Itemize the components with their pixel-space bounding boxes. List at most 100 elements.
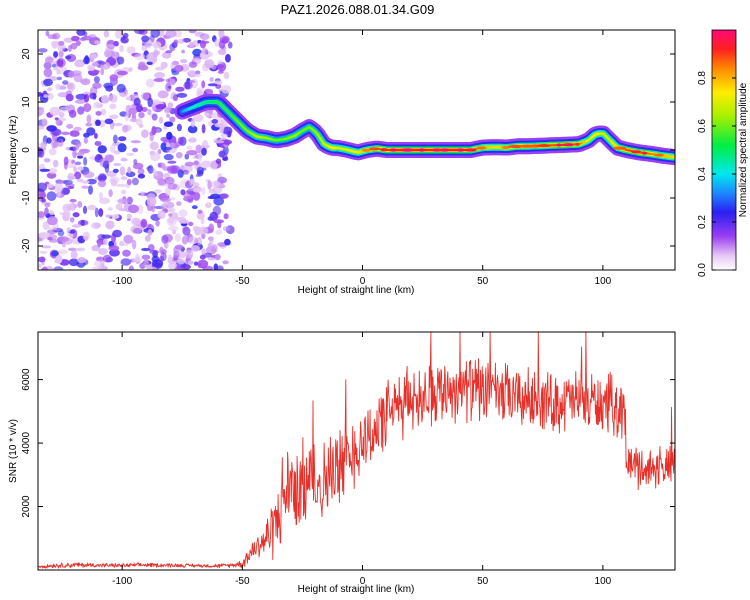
noise-blob <box>63 156 69 166</box>
noise-blob <box>46 172 57 179</box>
noise-blob <box>47 236 53 241</box>
noise-blob <box>151 113 158 121</box>
noise-blob <box>221 85 232 94</box>
noise-blob <box>97 241 101 248</box>
noise-blob <box>196 236 202 246</box>
noise-blob <box>65 104 75 111</box>
noise-blob <box>109 114 119 120</box>
noise-blob <box>186 145 193 150</box>
noise-blob <box>184 153 190 160</box>
noise-blob <box>82 205 88 214</box>
noise-blob <box>69 109 77 118</box>
noise-blob <box>173 39 179 45</box>
noise-blob <box>128 67 133 72</box>
noise-blob <box>93 40 102 45</box>
noise-blob <box>214 123 224 128</box>
noise-blob <box>187 260 194 265</box>
colorbar-ticks: 0.0 0.2 0.4 0.6 0.8 <box>697 71 736 277</box>
noise-blob <box>46 125 57 132</box>
noise-blob <box>56 58 66 68</box>
noise-blob <box>194 261 198 266</box>
snr-x-ticks: -100 -50 0 50 100 <box>112 332 612 587</box>
noise-blob <box>116 183 127 188</box>
ridge-peak <box>380 148 389 152</box>
noise-blob <box>167 102 174 109</box>
noise-blob <box>71 224 82 228</box>
noise-blob <box>40 141 47 150</box>
noise-blob <box>74 99 86 104</box>
noise-blob <box>131 239 137 250</box>
noise-blob <box>67 175 76 180</box>
noise-blob <box>197 259 209 269</box>
noise-blob <box>86 178 97 185</box>
ridge-peak <box>631 150 641 154</box>
noise-blob <box>68 233 74 239</box>
noise-blob <box>186 150 198 156</box>
noise-blob <box>102 254 112 263</box>
y-tick-label: 20 <box>21 48 32 60</box>
noise-blob <box>141 35 150 43</box>
ridge-peak <box>389 148 398 152</box>
noise-blob <box>38 256 46 263</box>
noise-blob <box>134 30 145 35</box>
noise-blob <box>199 226 209 235</box>
noise-blob <box>165 50 173 54</box>
noise-blob <box>140 191 145 197</box>
noise-blob <box>70 250 78 260</box>
noise-blob <box>43 78 53 87</box>
x-tick-label: 50 <box>477 576 489 587</box>
noise-blob <box>141 92 150 101</box>
noise-blob <box>91 40 95 45</box>
noise-blob <box>188 236 198 245</box>
noise-blob <box>38 182 47 192</box>
noise-blob <box>112 229 122 238</box>
noise-blob <box>91 222 101 230</box>
noise-blob <box>141 45 148 51</box>
noise-blob <box>38 211 46 218</box>
noise-blob <box>190 245 200 252</box>
colorbar: 0.0 0.2 0.4 0.6 0.8 Normalized spectral ampl… <box>697 29 749 277</box>
noise-blob <box>203 112 210 117</box>
noise-blob <box>58 117 67 122</box>
noise-blob <box>82 231 90 241</box>
noise-blob <box>49 210 55 216</box>
noise-blob <box>193 160 199 166</box>
noise-blob <box>44 202 51 208</box>
noise-blob <box>201 48 209 55</box>
noise-blob <box>128 107 138 115</box>
noise-blob <box>191 205 198 210</box>
noise-blob <box>116 83 126 93</box>
ridge-peak <box>439 148 450 152</box>
ridge-peak <box>399 148 415 152</box>
noise-blob <box>43 94 48 98</box>
noise-blob <box>153 78 165 82</box>
noise-blob <box>166 113 171 118</box>
noise-blob <box>163 153 174 161</box>
noise-blob <box>98 197 110 204</box>
noise-blob <box>155 103 167 110</box>
noise-blob <box>92 266 104 270</box>
noise-blob <box>46 183 54 189</box>
noise-blob <box>155 220 160 227</box>
noise-blob <box>167 183 178 190</box>
noise-blob <box>130 140 141 144</box>
spectrogram-x-ticks: -100 -50 0 50 100 <box>112 30 612 287</box>
noise-blob <box>201 187 206 196</box>
noise-blob <box>163 106 170 114</box>
noise-blob <box>111 51 119 59</box>
noise-blob <box>87 66 96 72</box>
noise-blob <box>93 101 101 109</box>
noise-blob <box>137 173 145 179</box>
noise-blob <box>196 166 204 175</box>
noise-blob <box>45 30 50 37</box>
noise-blob <box>166 131 173 140</box>
noise-blob <box>73 126 82 132</box>
noise-blob <box>98 192 103 200</box>
snr-frame <box>37 331 676 571</box>
noise-blob <box>83 171 95 178</box>
noise-blob <box>39 168 50 172</box>
noise-blob <box>44 56 54 65</box>
noise-blob <box>119 243 129 247</box>
ridge-peak <box>501 145 510 150</box>
noise-blob <box>149 141 159 151</box>
